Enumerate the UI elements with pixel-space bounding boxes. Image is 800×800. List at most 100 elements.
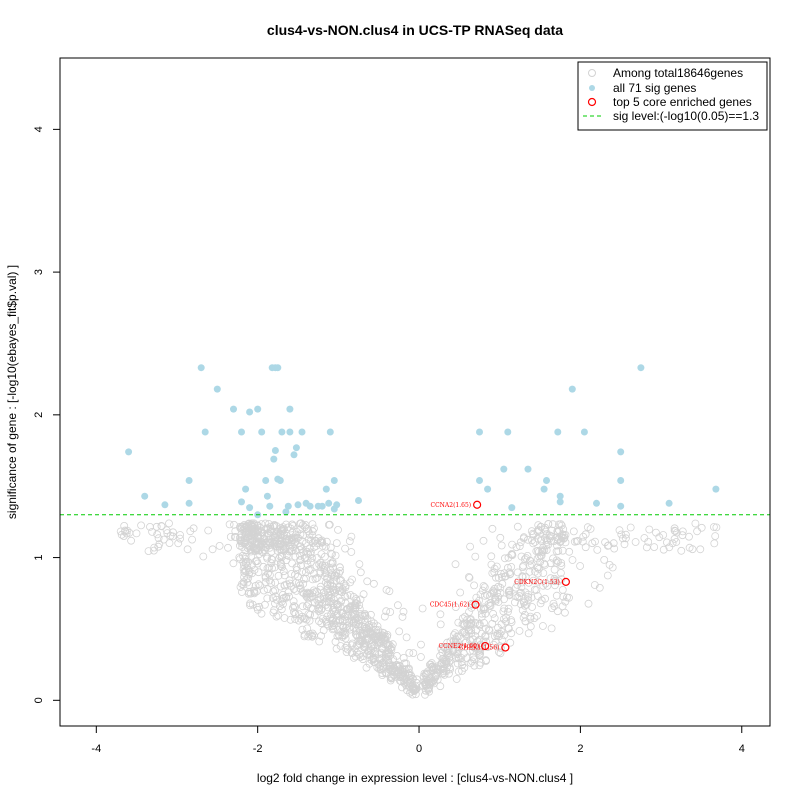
- gene-point: [555, 534, 563, 543]
- gene-point: [261, 578, 270, 586]
- sig-gene-point: [125, 448, 133, 456]
- gene-point: [346, 578, 355, 587]
- gene-point: [436, 620, 445, 629]
- gene-point: [351, 604, 360, 613]
- gene-point: [496, 533, 505, 542]
- gene-point: [517, 588, 525, 597]
- gene-point: [402, 633, 411, 642]
- gene-point: [533, 577, 542, 586]
- gene-point: [526, 612, 535, 621]
- gene-point: [311, 536, 320, 545]
- gene-point: [381, 654, 390, 663]
- gene-point: [609, 539, 618, 548]
- gene-point: [237, 588, 246, 596]
- gene-point: [547, 624, 556, 633]
- gene-point: [351, 630, 360, 639]
- gene-point: [500, 554, 509, 563]
- gene-point: [240, 569, 249, 577]
- gene-point: [146, 523, 154, 531]
- gene-point: [297, 561, 305, 570]
- gene-point: [496, 583, 505, 592]
- gene-point: [345, 537, 354, 546]
- gene-point: [583, 523, 592, 532]
- gene-point: [282, 556, 291, 565]
- gene-point: [549, 520, 557, 529]
- gene-point: [553, 607, 562, 616]
- gene-point: [373, 622, 382, 631]
- sig-gene-point: [292, 444, 300, 452]
- gene-point: [446, 665, 455, 674]
- gene-point: [358, 655, 367, 664]
- sig-gene-point: [274, 364, 282, 372]
- gene-point: [355, 619, 364, 628]
- gene-point: [466, 615, 475, 623]
- gene-point: [365, 659, 374, 668]
- gene-point: [398, 613, 407, 621]
- gene-point: [286, 524, 295, 533]
- gene-point: [319, 626, 328, 635]
- gene-point: [475, 661, 484, 670]
- gene-point: [257, 520, 266, 528]
- gene-point: [271, 578, 280, 587]
- sig-gene-point: [276, 477, 284, 484]
- gene-point: [465, 574, 474, 582]
- sig-gene-point: [568, 385, 576, 393]
- gene-point: [465, 608, 473, 616]
- gene-point: [253, 537, 261, 546]
- gene-point: [240, 573, 249, 581]
- gene-point: [464, 573, 473, 581]
- gene-point: [393, 601, 402, 610]
- gene-point: [369, 622, 377, 630]
- gene-point: [263, 585, 272, 594]
- gene-point: [593, 546, 602, 554]
- gene-point: [400, 677, 409, 686]
- sig-gene-point: [197, 364, 205, 372]
- gene-point: [347, 649, 356, 657]
- gene-point: [327, 571, 336, 580]
- gene-point: [712, 523, 721, 532]
- gene-point: [696, 545, 705, 554]
- gene-point: [308, 629, 317, 638]
- sig-gene-point: [355, 497, 362, 504]
- gene-point: [364, 646, 373, 655]
- gene-point: [502, 617, 510, 626]
- gene-point: [405, 649, 414, 657]
- sig-gene-point: [213, 385, 221, 393]
- gene-point: [165, 519, 173, 528]
- gene-point: [489, 609, 498, 618]
- gene-point: [552, 556, 561, 565]
- gene-point: [298, 602, 307, 611]
- gene-point: [280, 614, 289, 622]
- gene-point: [351, 627, 360, 635]
- gene-point: [154, 534, 163, 543]
- sig-gene-point: [500, 465, 508, 473]
- gene-point: [282, 537, 291, 546]
- gene-point: [331, 637, 340, 646]
- gene-point: [479, 603, 488, 612]
- gene-point: [533, 546, 542, 555]
- gene-point: [288, 559, 297, 568]
- sig-gene-point: [266, 502, 274, 510]
- gene-point: [561, 531, 570, 539]
- gene-point: [524, 596, 533, 604]
- gene-point: [437, 645, 446, 653]
- gene-point: [328, 606, 337, 615]
- gene-point: [347, 548, 356, 556]
- gene-point: [149, 546, 158, 555]
- gene-point: [159, 535, 168, 544]
- sig-gene-point: [161, 501, 169, 509]
- gene-point: [469, 653, 477, 662]
- gene-point: [470, 661, 479, 670]
- y-tick-label: 1: [33, 555, 45, 561]
- gene-point: [270, 531, 279, 540]
- core-gene-label: CHEK1(1.56): [459, 644, 500, 651]
- gene-point: [384, 664, 393, 673]
- gene-point: [341, 643, 350, 652]
- gene-point: [318, 538, 327, 546]
- gene-point: [313, 539, 322, 548]
- gene-point: [231, 527, 240, 535]
- gene-point: [386, 608, 395, 616]
- sig-gene-point: [270, 455, 278, 463]
- sig-gene-point: [617, 448, 625, 456]
- legend-among-text: Among total18646genes: [613, 66, 743, 80]
